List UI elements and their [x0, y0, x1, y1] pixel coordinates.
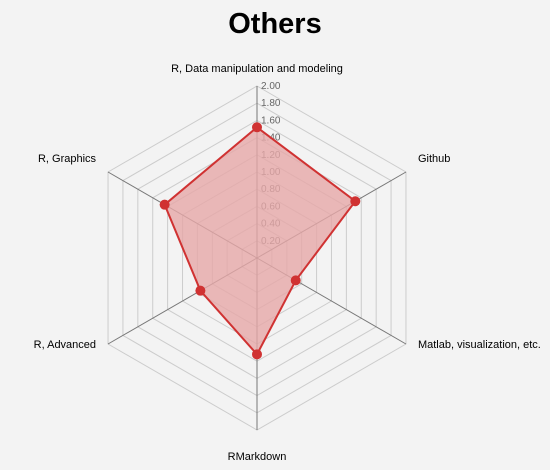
series-area	[163, 126, 357, 357]
tick-label: 1.80	[261, 98, 281, 109]
axis-label: Github	[418, 153, 450, 165]
axis-label: R, Advanced	[34, 339, 96, 351]
data-point	[159, 199, 170, 210]
chart-title: Others	[228, 8, 322, 40]
axis-labels: R, Data manipulation and modeling Github M…	[34, 63, 541, 463]
data-point	[290, 275, 301, 286]
axis-label: R, Data manipulation and modeling	[171, 63, 343, 75]
data-point	[195, 285, 206, 296]
series-layer	[159, 122, 361, 360]
tick-label: 2.00	[261, 81, 281, 92]
data-point	[252, 122, 262, 133]
data-point	[252, 349, 262, 360]
axis-label: Matlab, visualization, etc.	[418, 339, 541, 351]
data-point	[350, 196, 361, 207]
axis-label: RMarkdown	[228, 451, 287, 463]
axis-label: R, Graphics	[38, 153, 97, 165]
tick-label: 1.60	[261, 115, 281, 126]
